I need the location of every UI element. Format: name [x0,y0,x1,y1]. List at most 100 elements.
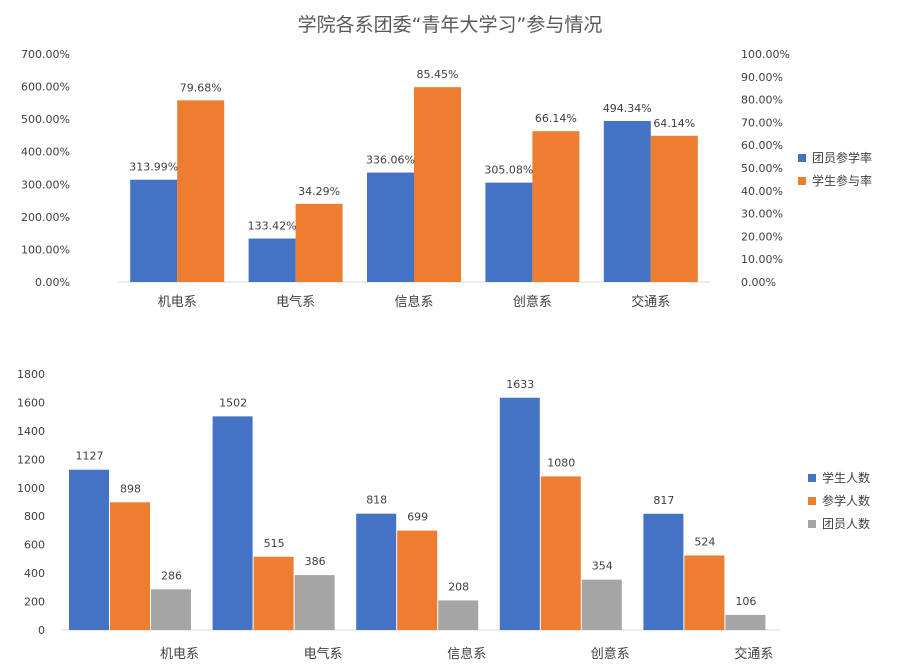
x-tick-label: 信息系 [394,294,433,310]
left-axis-tick-label: 300.00% [21,178,70,191]
left-axis-tick-label: 600.00% [21,81,70,94]
left-axis-tick-label: 700.00% [21,48,70,61]
y-axis-tick-label: 1200 [17,453,45,466]
y-axis-tick-label: 1600 [17,396,45,409]
right-axis-tick-label: 50.00% [741,162,783,175]
legend-swatch [808,473,816,482]
x-tick-label: 创意系 [591,646,630,662]
bar-students [356,513,397,630]
data-label: 336.06% [366,154,415,167]
y-axis-tick-label: 800 [24,510,45,523]
bar-team-rate [603,120,651,283]
bar-members [438,600,479,630]
legend-swatch [808,496,816,505]
data-label: 34.29% [298,185,340,198]
right-axis-tick-label: 30.00% [741,208,783,221]
data-label: 818 [366,494,387,507]
y-axis-tick-label: 200 [24,596,45,609]
data-label: 106 [735,595,756,608]
data-label: 524 [694,535,715,548]
data-label: 1080 [547,456,575,469]
y-axis-tick-label: 1400 [17,425,45,438]
right-axis-tick-label: 40.00% [741,185,783,198]
left-axis-tick-label: 0.00% [35,276,70,289]
y-axis-tick-label: 400 [24,567,45,580]
right-axis-tick-label: 90.00% [741,71,783,84]
legend-label: 参学人数 [822,494,871,508]
data-label: 305.08% [484,164,533,177]
bar-members [725,614,766,630]
data-label: 79.68% [180,81,222,94]
legend-label: 团员参学率 [812,151,873,165]
x-tick-label: 机电系 [158,295,197,310]
data-label: 313.99% [129,161,178,174]
bar-members [151,589,191,630]
legend-item-students: 学生人数 [808,466,870,489]
right-axis-tick-label: 20.00% [741,230,783,243]
legend-item-members: 团员人数 [808,512,870,535]
bar-students [499,397,540,630]
legend-label: 团员人数 [822,517,871,531]
bar-participants [110,502,150,630]
data-label: 386 [305,555,326,568]
data-label: 494.34% [603,102,652,115]
bar-students [643,513,684,630]
data-label: 699 [407,511,428,524]
chart-title: 学院各系团委“青年大学习”参与情况 [297,14,603,36]
data-label: 1502 [219,396,247,409]
data-label: 1633 [506,378,534,391]
right-axis-tick-label: 70.00% [741,116,783,129]
data-label: 208 [448,580,469,593]
data-label: 286 [161,569,182,582]
x-tick-label: 交通系 [631,294,670,310]
y-axis-tick-label: 0 [38,624,45,637]
legend-swatch [808,519,816,528]
x-tick-label: 信息系 [447,646,486,662]
right-axis-tick-label: 100.00% [741,48,790,61]
right-axis-tick-label: 60.00% [741,139,783,152]
x-tick-label: 电气系 [304,646,343,662]
bar-student-rate [414,87,461,282]
bar-student-rate [295,203,343,282]
left-axis-tick-label: 400.00% [21,146,70,159]
y-axis-tick-label: 600 [24,539,45,552]
right-axis-tick-label: 10.00% [741,253,783,266]
y-axis-tick-label: 1800 [17,368,45,381]
bar-members [294,575,335,630]
bar-students [212,416,253,630]
data-label: 85.45% [417,68,459,81]
x-tick-label: 交通系 [734,646,773,662]
right-axis-tick-label: 80.00% [741,94,783,107]
legend-item-participants: 参学人数 [808,489,870,512]
data-label: 64.14% [653,117,695,130]
bar-students [69,469,109,630]
legend-bottom: 学生人数 参学人数 团员人数 [808,466,870,535]
bar-participants [253,556,294,630]
bar-participants [397,530,438,630]
y-axis-tick-label: 1000 [17,482,45,495]
data-label: 66.14% [535,112,577,125]
x-tick-label: 电气系 [276,294,315,310]
legend-item-student-rate: 学生参与率 [798,169,872,192]
legend-swatch [798,153,806,162]
bar-members [581,579,622,630]
right-axis-tick-label: 0.00% [741,276,776,289]
bar-participants [540,476,581,630]
legend-label: 学生参与率 [812,174,873,188]
x-tick-label: 机电系 [160,647,199,662]
left-axis-tick-label: 100.00% [21,243,70,256]
legend-item-team-rate: 团员参学率 [798,146,872,169]
data-label: 515 [264,537,285,550]
bar-student-rate [532,131,580,282]
data-label: 1127 [76,450,104,463]
data-label: 898 [120,482,141,495]
left-axis-tick-label: 500.00% [21,113,70,126]
bar-team-rate [130,179,178,282]
data-label: 133.42% [248,220,297,233]
bar-team-rate [485,182,533,282]
bar-participants [684,555,725,630]
x-tick-label: 创意系 [513,294,552,310]
left-axis-tick-label: 200.00% [21,211,70,224]
bar-student-rate [650,135,698,282]
